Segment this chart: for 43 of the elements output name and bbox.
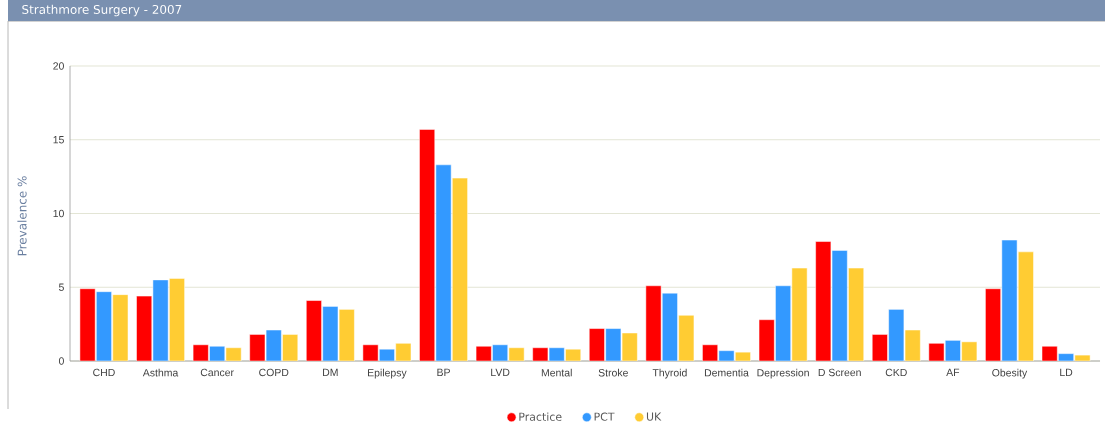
bar xyxy=(815,241,832,361)
bar xyxy=(848,267,864,361)
x-tick-label: CHD xyxy=(93,368,115,377)
x-tick-label: AF xyxy=(946,368,960,376)
x-tick-label: LVD xyxy=(491,368,510,376)
bar xyxy=(1017,251,1034,361)
legend-label: UK xyxy=(646,412,662,421)
bar xyxy=(775,285,791,361)
x-tick-label: Epilepsy xyxy=(368,368,407,379)
x-tick-label: Thyroid xyxy=(652,368,687,379)
x-tick-label: Asthma xyxy=(142,368,179,377)
bar xyxy=(79,288,96,361)
bar xyxy=(419,129,436,361)
x-tick-label: LD xyxy=(1060,368,1073,376)
bar xyxy=(645,285,662,361)
bar xyxy=(831,250,848,361)
x-tick-label: Obesity xyxy=(992,368,1028,379)
y-axis-title: Prevalence % xyxy=(17,176,27,256)
x-tick-label: Mental xyxy=(541,368,572,377)
x-tick-label: DM xyxy=(323,368,338,376)
x-tick-label: CKD xyxy=(885,368,907,377)
bar xyxy=(452,177,468,361)
y-tick-label: 20 xyxy=(53,62,64,70)
y-tick-label: 10 xyxy=(53,209,64,218)
y-tick-label: 0 xyxy=(58,357,64,365)
bar xyxy=(985,288,1001,361)
legend-label: PCT xyxy=(594,412,615,421)
y-tick-label: 5 xyxy=(58,283,64,291)
bar xyxy=(112,294,129,361)
bar xyxy=(169,278,185,361)
x-tick-label: Depression xyxy=(757,368,809,379)
chart-title: Strathmore Surgery - 2007 xyxy=(22,4,182,17)
x-tick-label: Stroke xyxy=(598,368,628,377)
x-tick-label: D Screen xyxy=(818,368,861,377)
x-tick-label: Cancer xyxy=(200,368,234,377)
legend-label: Practice xyxy=(519,412,562,421)
x-tick-label: Dementia xyxy=(704,368,749,377)
y-tick-label: 15 xyxy=(53,136,64,144)
x-tick-label: COPD xyxy=(259,368,289,377)
bar xyxy=(96,291,112,361)
x-tick-label: BP xyxy=(437,368,450,376)
bar xyxy=(435,164,452,361)
bar xyxy=(1001,239,1018,361)
